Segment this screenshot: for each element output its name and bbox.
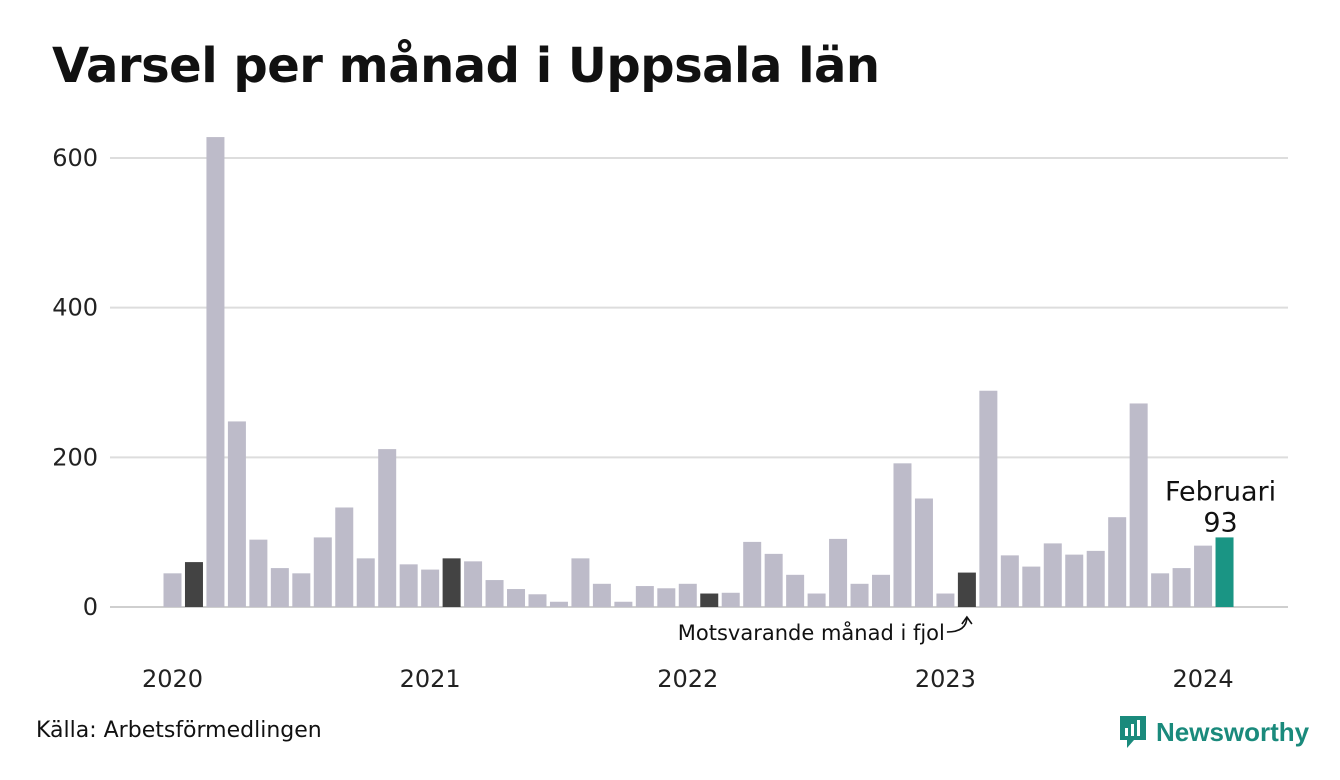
x-axis: 2020 2021 2022 2023 2024 — [142, 665, 1234, 693]
y-tick-label: 400 — [52, 294, 98, 322]
x-tick-label: 2021 — [400, 665, 461, 693]
bar-2022-01 — [678, 583, 697, 607]
bar-2020-05 — [249, 539, 268, 607]
brand-name: Newsworthy — [1156, 716, 1310, 747]
bar-2022-04 — [743, 541, 762, 607]
bar-2020-08 — [313, 537, 332, 607]
bar-2023-08 — [1086, 550, 1105, 607]
bar-2022-06 — [786, 574, 805, 607]
bar-2022-07 — [807, 593, 826, 607]
bar-2020-12 — [399, 564, 418, 607]
brand-logo[interactable]: Newsworthy — [1118, 714, 1309, 750]
bar-2022-12 — [914, 498, 933, 607]
bar-2020-01 — [163, 573, 182, 607]
y-tick-label: 200 — [52, 443, 98, 471]
annotations: Motsvarande månad i fjol Februari 93 — [678, 476, 1276, 645]
bar-2022-09 — [850, 583, 869, 607]
bar-2020-11 — [378, 449, 397, 607]
bar-2023-01 — [936, 593, 955, 607]
latest-value-label: 93 — [1203, 507, 1237, 538]
y-tick-label: 0 — [83, 593, 98, 621]
bar-2020-07 — [292, 573, 311, 607]
bars — [163, 137, 1234, 607]
x-tick-label: 2020 — [142, 665, 203, 693]
bar-2023-07 — [1065, 554, 1084, 607]
bar-2020-02 — [184, 562, 203, 607]
bar-2022-02 — [700, 593, 719, 607]
bar-2020-10 — [356, 558, 375, 607]
bar-2022-10 — [872, 574, 891, 607]
bar-2021-12 — [657, 588, 676, 607]
bar-2024-01 — [1194, 545, 1213, 607]
y-axis: 0 200 400 600 — [52, 144, 98, 621]
bar-2023-05 — [1022, 566, 1041, 607]
bar-2020-04 — [227, 421, 246, 607]
bar-2023-04 — [1000, 555, 1019, 607]
bar-2020-09 — [335, 507, 354, 607]
bar-chart: 0 200 400 600 2020 2021 2022 2023 2024 Motsvara… — [52, 137, 1288, 693]
bar-2023-10 — [1129, 403, 1148, 607]
chart-title: Varsel per månad i Uppsala län — [52, 38, 880, 94]
y-tick-label: 600 — [52, 144, 98, 172]
bar-2023-09 — [1108, 517, 1127, 607]
bar-2021-06 — [528, 594, 547, 607]
source-text: Källa: Arbetsförmedlingen — [36, 718, 322, 743]
bar-2021-07 — [549, 601, 568, 607]
bar-2022-03 — [721, 592, 740, 607]
bar-2021-01 — [421, 569, 440, 607]
bar-2022-05 — [764, 553, 783, 607]
x-tick-label: 2024 — [1173, 665, 1234, 693]
bar-2021-04 — [485, 580, 504, 607]
annotation-text: Motsvarande månad i fjol — [678, 620, 945, 645]
bar-2021-08 — [571, 558, 590, 607]
annotation-arrow — [946, 615, 973, 633]
x-tick-label: 2023 — [915, 665, 976, 693]
bar-2021-03 — [464, 561, 483, 607]
bar-2022-08 — [829, 538, 848, 607]
latest-month-label: Februari — [1165, 476, 1276, 507]
bar-2021-02 — [442, 558, 461, 607]
bar-2021-10 — [614, 601, 633, 607]
bar-2021-11 — [635, 586, 654, 607]
bar-2021-09 — [592, 583, 611, 607]
bar-2023-03 — [979, 390, 998, 607]
bar-2020-03 — [206, 137, 225, 607]
bar-2023-12 — [1172, 568, 1191, 607]
bar-2024-02 — [1215, 537, 1234, 607]
bar-2023-11 — [1151, 573, 1170, 607]
bar-2021-05 — [507, 589, 526, 607]
bar-2022-11 — [893, 463, 912, 607]
x-tick-label: 2022 — [657, 665, 718, 693]
bar-2020-06 — [270, 568, 289, 607]
bar-2023-02 — [957, 572, 976, 607]
newsworthy-logo-icon — [1120, 716, 1146, 748]
bar-2023-06 — [1043, 543, 1062, 607]
